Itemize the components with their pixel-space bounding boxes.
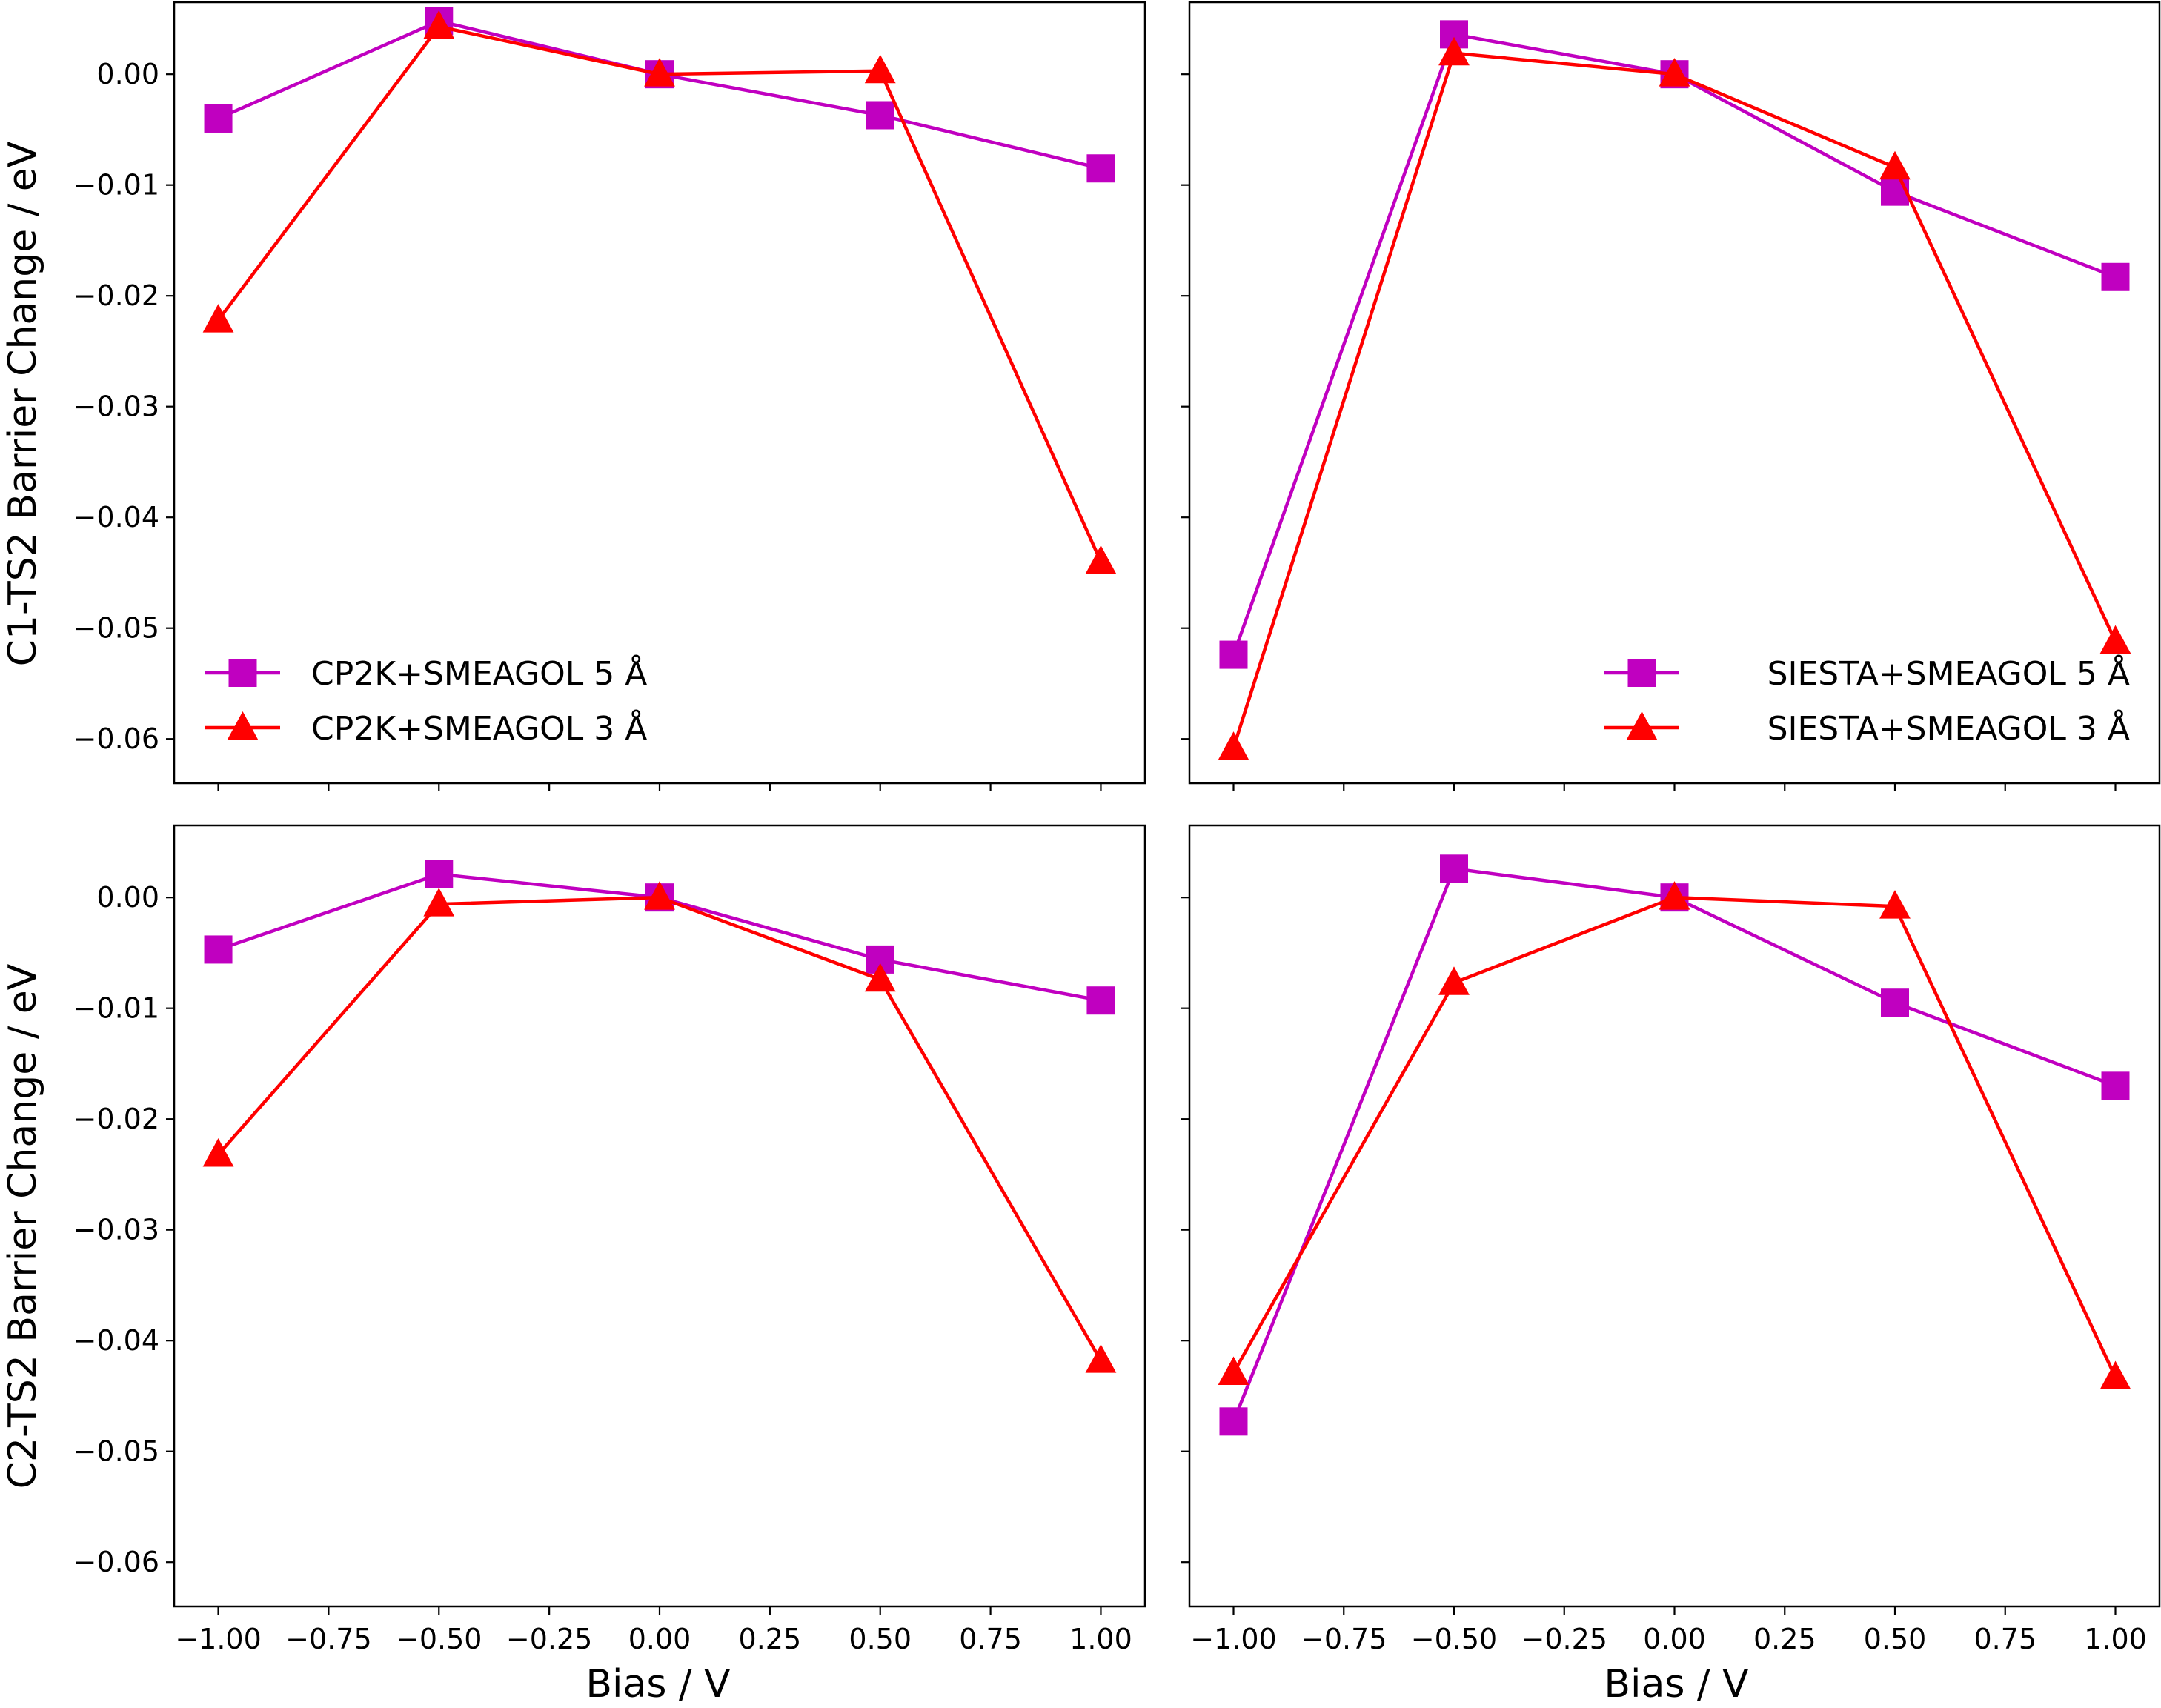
legend-marker-square: [228, 659, 257, 687]
x-tick-label: 0.00: [628, 1623, 691, 1655]
x-tick-label: 1.00: [1069, 1623, 1132, 1655]
data-point-triangle: [202, 304, 234, 333]
x-tick-label: −0.50: [396, 1623, 482, 1655]
x-tick-label: 0.25: [1753, 1623, 1816, 1655]
data-point-square: [2101, 262, 2130, 291]
data-point-triangle: [1438, 36, 1470, 66]
x-tick-label: −1.00: [1190, 1623, 1276, 1655]
data-point-square: [204, 935, 233, 964]
data-point-square: [1219, 1407, 1248, 1436]
data-point-square: [1086, 154, 1115, 183]
x-axis-label-right: Bias / V: [1604, 1662, 1749, 1707]
x-axis-label-left: Bias / V: [585, 1662, 731, 1707]
data-point-triangle: [1085, 545, 1117, 574]
legend-label: SIESTA+SMEAGOL 3 Å: [1767, 708, 2130, 748]
y-tick-label: −0.05: [73, 612, 159, 645]
y-tick-label: −0.03: [73, 1214, 159, 1246]
data-point-triangle: [644, 58, 675, 87]
data-point-triangle: [1218, 1356, 1249, 1386]
x-tick-label: 0.25: [739, 1623, 802, 1655]
legend-marker-triangle: [1626, 711, 1658, 740]
data-point-square: [425, 860, 454, 888]
y-tick-label: −0.04: [73, 501, 159, 534]
legend-marker-triangle: [227, 711, 259, 740]
data-point-triangle: [864, 963, 896, 992]
data-point-triangle: [423, 10, 455, 39]
x-tick-label: 0.50: [1864, 1623, 1927, 1655]
y-tick-label: −0.01: [73, 992, 159, 1025]
x-tick-label: 1.00: [2084, 1623, 2147, 1655]
data-point-square: [1881, 177, 1909, 206]
x-tick-label: 0.75: [959, 1623, 1022, 1655]
data-point-square: [1440, 854, 1468, 883]
data-point-triangle: [2099, 1360, 2131, 1390]
x-tick-label: −0.75: [1301, 1623, 1387, 1655]
y-axis-label-top: C1-TS2 Barrier Change / eV: [1, 141, 45, 666]
y-tick-label: −0.06: [73, 722, 159, 755]
data-point-triangle: [1879, 890, 1911, 919]
data-point-triangle: [1879, 150, 1911, 180]
data-point-square: [1881, 988, 1909, 1017]
x-tick-label: −0.75: [285, 1623, 371, 1655]
data-point-square: [1086, 986, 1115, 1015]
x-tick-label: −0.25: [506, 1623, 592, 1655]
data-point-triangle: [1085, 1344, 1117, 1373]
y-tick-label: 0.00: [96, 881, 159, 914]
x-tick-label: −0.25: [1521, 1623, 1607, 1655]
y-tick-label: 0.00: [96, 58, 159, 90]
y-tick-label: −0.03: [73, 391, 159, 423]
y-axis-label-bottom: C2-TS2 Barrier Change / eV: [1, 963, 45, 1489]
x-tick-label: −1.00: [175, 1623, 261, 1655]
legend-label: CP2K+SMEAGOL 3 Å: [311, 708, 647, 748]
y-tick-label: −0.02: [73, 279, 159, 312]
x-tick-label: −0.50: [1411, 1623, 1497, 1655]
data-point-square: [1219, 640, 1248, 669]
legend-marker-square: [1627, 659, 1656, 687]
data-point-triangle: [1659, 881, 1690, 910]
y-tick-label: −0.06: [73, 1546, 159, 1578]
x-tick-label: 0.75: [1974, 1623, 2036, 1655]
data-point-square: [204, 104, 233, 133]
panel-top-right: SIESTA+SMEAGOL 5 Å SIESTA+SMEAGOL 3 Å: [1181, 1, 2161, 791]
panel-bottom-right: −1.00 −0.75 −0.50 −0.25 0.00 0.25 0.50 0.75 1.00: [1181, 824, 2161, 1655]
data-point-triangle: [423, 888, 455, 917]
y-tick-label: −0.05: [73, 1435, 159, 1468]
legend-label: SIESTA+SMEAGOL 5 Å: [1767, 654, 2130, 693]
panel-bottom-left: 0.00−0.01−0.02−0.03−0.04−0.05−0.06−1.00−…: [73, 824, 1146, 1655]
y-tick-label: −0.02: [73, 1103, 159, 1135]
data-point-triangle: [1438, 966, 1470, 995]
data-point-square: [866, 101, 894, 130]
data-point-triangle: [2099, 625, 2131, 654]
data-point-triangle: [1218, 731, 1249, 760]
y-tick-label: −0.01: [73, 169, 159, 202]
y-tick-label: −0.04: [73, 1324, 159, 1357]
x-tick-label: 0.50: [849, 1623, 912, 1655]
x-tick-label: 0.00: [1643, 1623, 1706, 1655]
data-point-triangle: [1659, 58, 1690, 87]
data-point-triangle: [864, 54, 896, 84]
data-point-square: [2101, 1071, 2130, 1100]
data-point-triangle: [644, 881, 675, 910]
panel-top-left: 0.00 −0.01 −0.02 −0.03 −0.04 −0.05 −0.06 CP2K+S…: [73, 1, 1146, 791]
legend-label: CP2K+SMEAGOL 5 Å: [311, 654, 647, 693]
data-point-triangle: [202, 1138, 234, 1167]
